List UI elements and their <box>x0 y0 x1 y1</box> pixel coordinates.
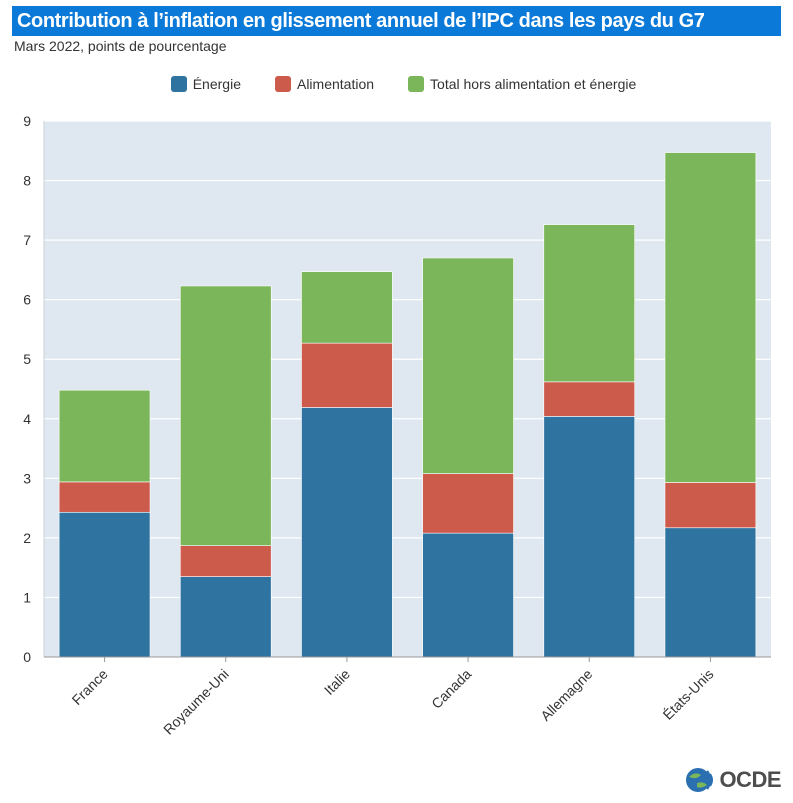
bar-core <box>58 389 151 483</box>
bar-energy <box>301 407 393 658</box>
legend-swatch-core <box>408 76 425 92</box>
bar-core <box>543 224 635 383</box>
bar-energy <box>422 532 514 658</box>
bar-food <box>664 482 757 529</box>
bar-energy <box>664 527 757 658</box>
oecd-globe-icon <box>686 768 714 792</box>
legend-item-energy[interactable]: Énergie <box>157 74 241 94</box>
y-tick-label: 2 <box>23 530 31 546</box>
bar-food <box>301 342 393 408</box>
oecd-logo-text: OCDE <box>719 767 781 792</box>
bar-core <box>422 257 514 474</box>
y-tick-label: 0 <box>23 649 31 665</box>
x-tick-label: Italie <box>321 666 353 698</box>
legend-swatch-energy <box>170 76 187 92</box>
legend-item-food[interactable]: Alimentation <box>261 74 374 94</box>
x-tick-label: Royaume-Uni <box>160 666 232 738</box>
legend-item-core[interactable]: Total hors alimentation et énergie <box>394 74 636 94</box>
legend-swatch-food <box>274 76 291 92</box>
oecd-logo: OCDE <box>685 765 781 795</box>
bar-energy <box>180 576 272 658</box>
y-tick-label: 1 <box>23 589 31 605</box>
x-tick-label: États-Unis <box>660 666 717 723</box>
legend-label-energy: Énergie <box>192 76 241 92</box>
x-tick-label: Canada <box>428 666 474 712</box>
y-tick-label: 4 <box>23 411 31 427</box>
x-tick-label: France <box>69 666 111 708</box>
bar-food <box>180 545 272 577</box>
bar-core <box>180 285 272 546</box>
title-bar: Contribution à l’inflation en glissement… <box>12 6 781 36</box>
chart-subtitle: Mars 2022, points de pourcentage <box>14 38 227 54</box>
bar-food <box>58 481 151 513</box>
legend-label-food: Alimentation <box>296 76 375 92</box>
bar-energy <box>58 511 151 658</box>
bar-core <box>301 271 393 344</box>
bar-food <box>543 381 635 417</box>
legend: Énergie Alimentation Total hors alimenta… <box>0 74 793 94</box>
x-tick-label: Allemagne <box>537 666 595 724</box>
y-tick-label: 7 <box>23 232 31 248</box>
y-tick-label: 6 <box>23 292 31 308</box>
chart-title: Contribution à l’inflation en glissement… <box>17 10 705 32</box>
plot-area <box>44 121 771 657</box>
bar-energy <box>543 416 635 658</box>
y-tick-label: 8 <box>23 173 31 189</box>
bar-food <box>422 473 514 534</box>
legend-label-core: Total hors alimentation et énergie <box>430 76 637 92</box>
y-tick-label: 5 <box>23 351 31 367</box>
y-tick-label: 3 <box>23 470 31 486</box>
bar-core <box>664 152 757 483</box>
y-tick-label: 9 <box>23 113 31 129</box>
